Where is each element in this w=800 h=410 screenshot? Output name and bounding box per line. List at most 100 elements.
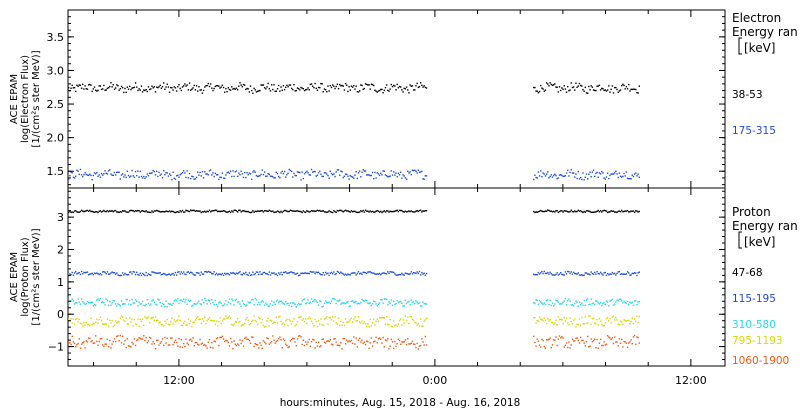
data-point [258, 316, 260, 319]
legend-title-line: [keV] [744, 41, 775, 55]
data-point [638, 176, 641, 178]
data-point [584, 211, 587, 213]
data-point [83, 210, 85, 213]
data-point [304, 318, 307, 320]
data-point [331, 316, 334, 318]
data-point [618, 210, 621, 212]
data-point [190, 320, 192, 322]
data-point [266, 303, 268, 306]
data-point [391, 341, 394, 343]
data-point [314, 272, 316, 275]
data-point [404, 339, 407, 341]
data-point [243, 337, 246, 339]
data-point [324, 172, 327, 174]
data-point [622, 83, 624, 86]
data-point [333, 320, 335, 322]
data-point [418, 325, 421, 327]
data-point [542, 172, 544, 174]
data-point [263, 271, 266, 274]
data-point [552, 305, 555, 307]
data-point [193, 274, 195, 276]
data-point [228, 88, 231, 91]
data-point [82, 342, 84, 344]
data-point [367, 84, 369, 86]
data-point [289, 271, 292, 273]
data-point [408, 322, 410, 325]
data-point [263, 341, 266, 343]
data-point [139, 89, 141, 91]
data-point [592, 317, 595, 319]
data-point [175, 175, 178, 177]
data-point [314, 82, 316, 85]
data-point [384, 86, 387, 89]
data-point [354, 210, 356, 213]
data-point [213, 87, 215, 90]
data-point [617, 345, 619, 347]
data-point [621, 209, 623, 212]
data-point [231, 86, 233, 88]
data-point [127, 88, 130, 90]
data-point [324, 317, 327, 319]
data-point [416, 172, 418, 174]
data-point [382, 302, 384, 304]
data-point [245, 305, 247, 307]
data-point [192, 87, 194, 89]
data-point [313, 339, 315, 341]
data-point [382, 272, 384, 274]
data-point [541, 175, 543, 178]
data-point [572, 340, 575, 342]
data-point [547, 339, 549, 341]
data-point [547, 299, 549, 301]
data-point [407, 210, 409, 213]
data-point [309, 317, 312, 320]
data-point [138, 274, 140, 276]
data-point [116, 321, 118, 324]
data-point [343, 324, 346, 327]
data-point [243, 273, 246, 275]
data-point [307, 210, 309, 213]
data-point [287, 324, 289, 327]
data-point [367, 271, 369, 273]
data-point [262, 324, 265, 327]
data-point [395, 345, 397, 348]
data-point [261, 84, 263, 86]
data-point [292, 302, 294, 304]
data-point [72, 211, 75, 214]
data-point [295, 89, 298, 92]
data-point [141, 210, 144, 212]
data-point [209, 211, 212, 213]
data-point [564, 297, 567, 300]
data-point [363, 341, 366, 343]
data-point [281, 274, 283, 276]
data-point [408, 92, 410, 94]
data-point [581, 316, 583, 319]
data-point [181, 324, 184, 327]
data-point [581, 274, 583, 276]
data-point [327, 272, 329, 274]
data-point [77, 85, 79, 88]
x-axis-label: hours:minutes, Aug. 15, 2018 - Aug. 16, … [280, 397, 521, 409]
data-point [121, 87, 124, 89]
data-point [293, 84, 295, 86]
data-point [363, 170, 366, 172]
data-point [207, 270, 210, 273]
legend-bracket [738, 231, 742, 249]
data-point [574, 89, 576, 91]
data-point [200, 211, 202, 214]
data-point [274, 211, 276, 213]
data-point [90, 210, 92, 213]
data-point [295, 306, 298, 308]
data-point [549, 175, 551, 178]
data-point [165, 300, 167, 303]
data-point [200, 175, 202, 177]
data-point [148, 274, 151, 276]
data-point [550, 273, 553, 275]
data-point [89, 273, 91, 275]
data-point [202, 177, 205, 179]
data-point [410, 299, 412, 301]
data-point [552, 323, 555, 325]
data-point [133, 210, 136, 213]
data-point [574, 340, 576, 342]
data-point [605, 300, 608, 302]
data-point [178, 84, 180, 86]
